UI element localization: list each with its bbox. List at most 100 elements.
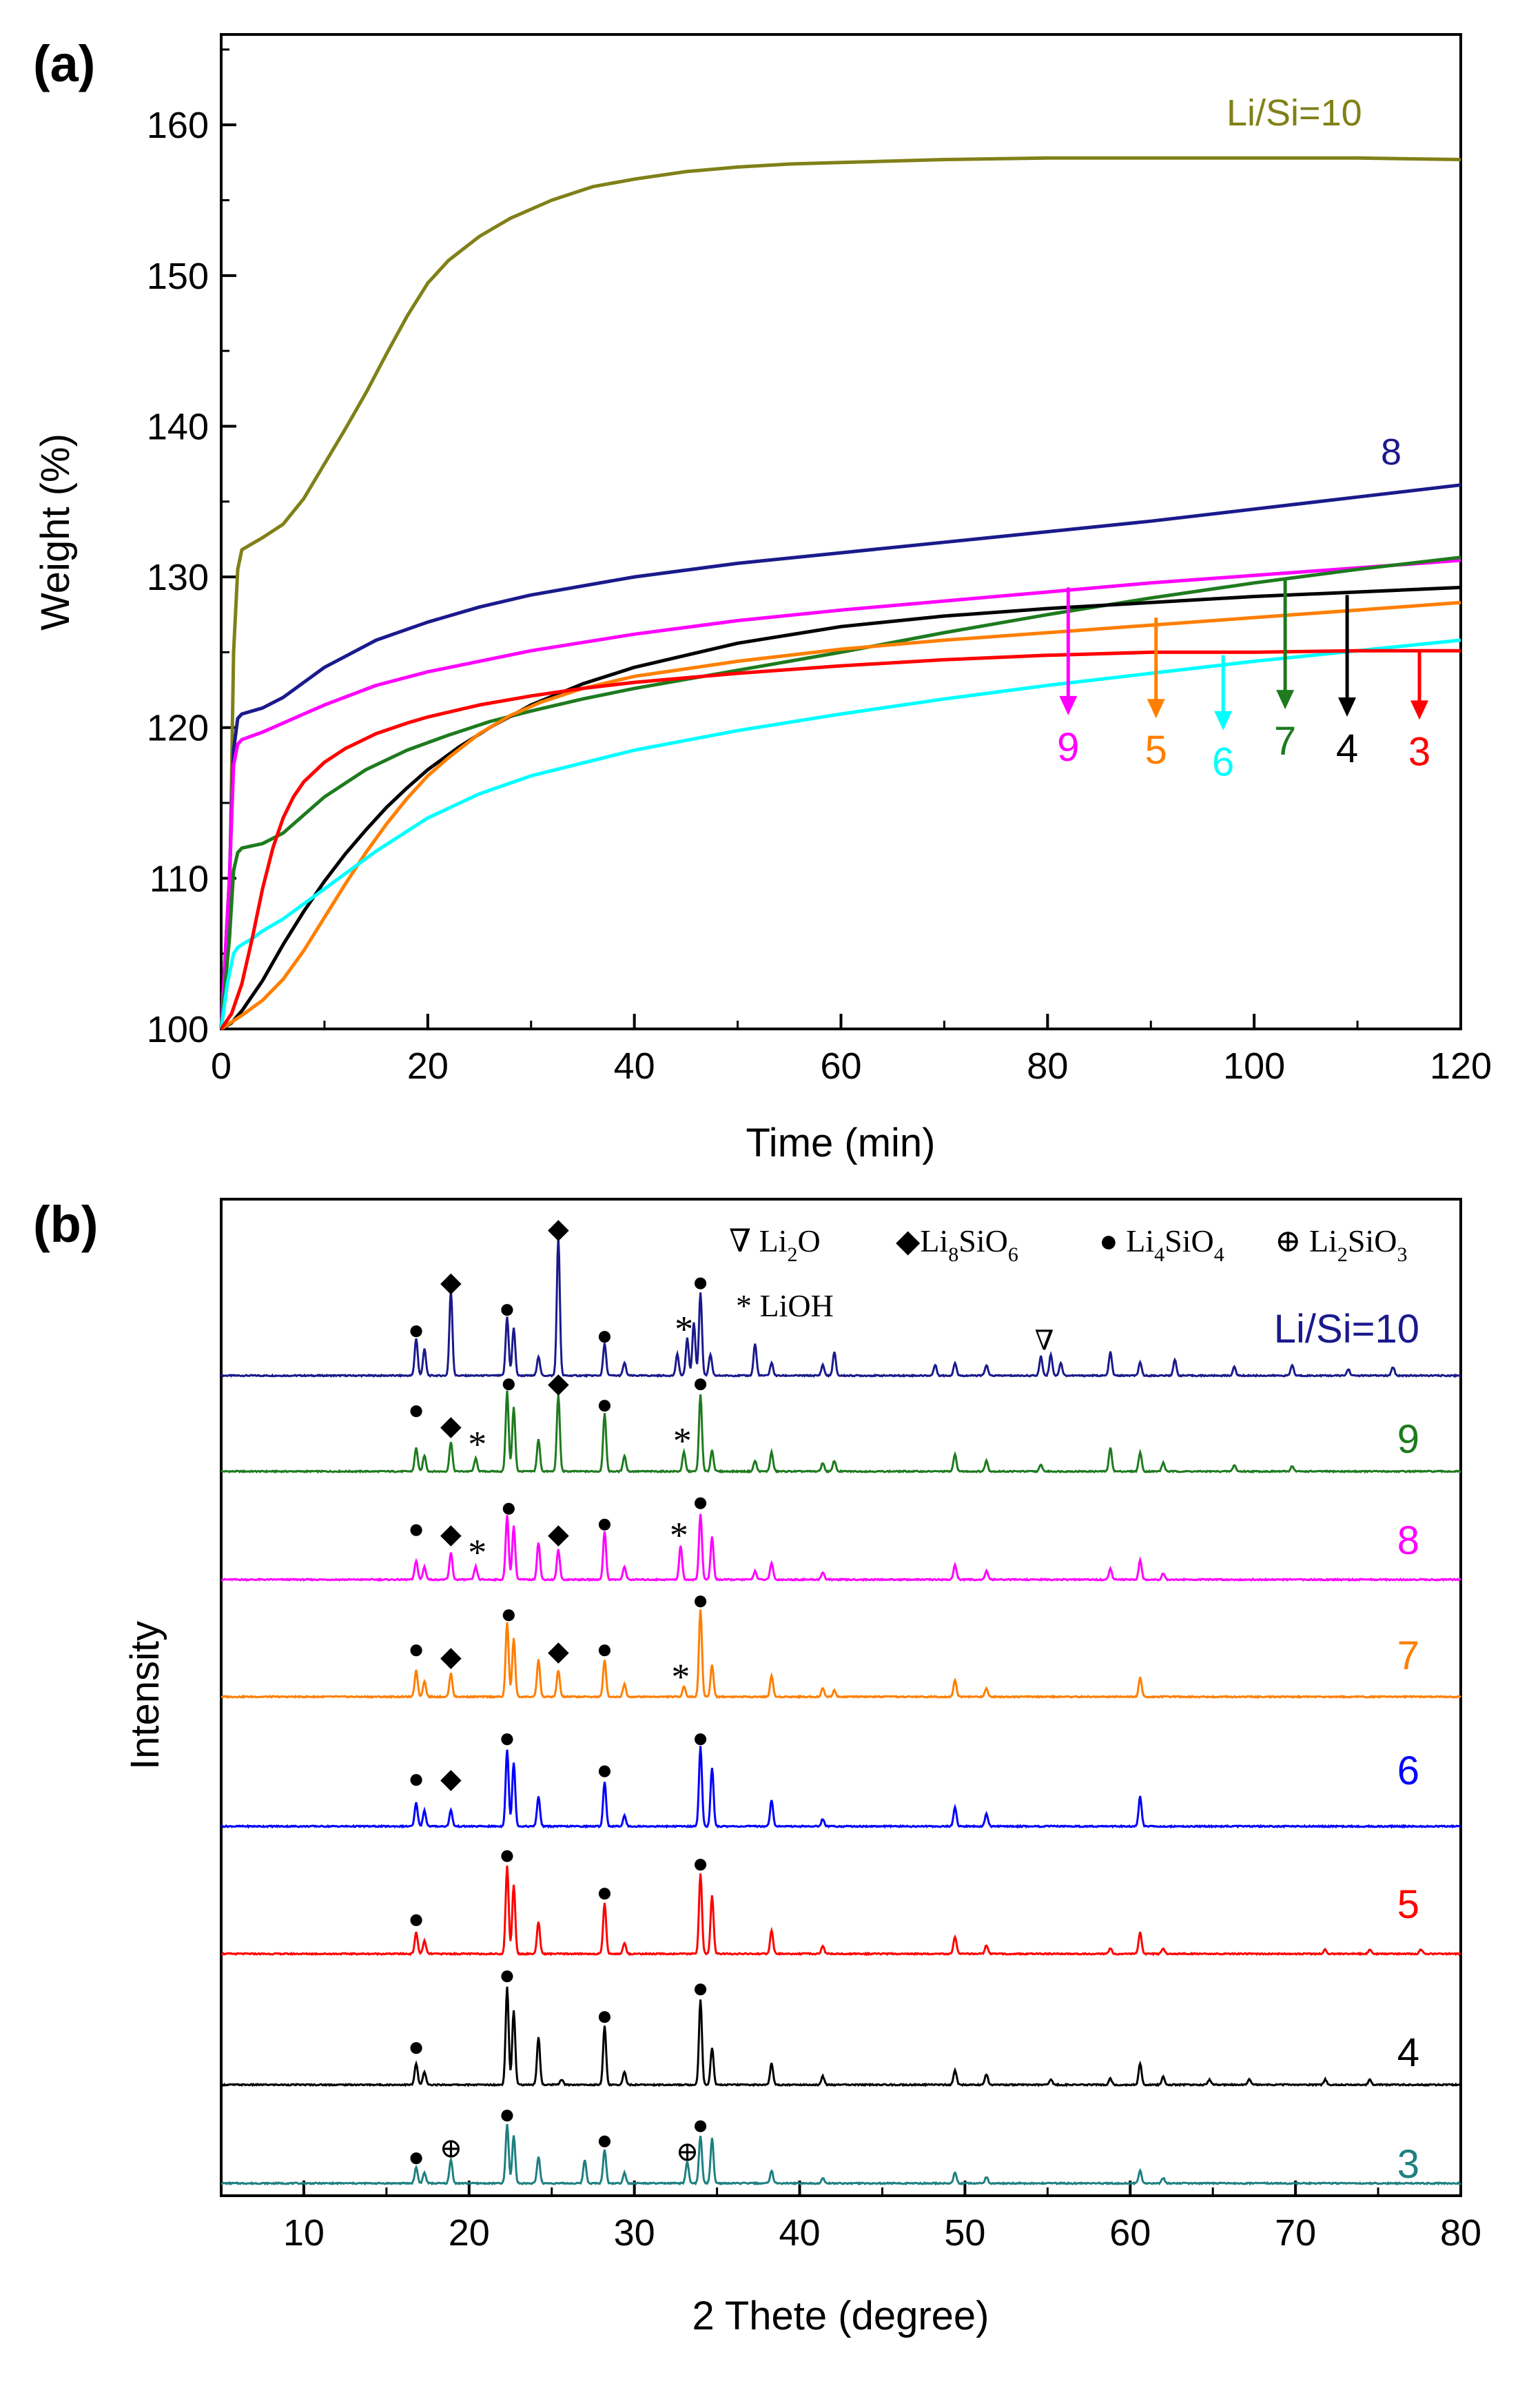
arrow-head-4 [1338,697,1357,717]
pattern-8: ● ◆ *●◆ ● *●8 [220,1487,1461,1582]
pattern-label-Li/Si=10: Li/Si=10 [1274,1307,1419,1351]
pattern-Li/Si=10: ● ◆ ● ◆ ● * ● ∇ Li/Si=10 [220,1213,1461,1378]
phase-marker-8-4: ◆ [548,1518,569,1549]
x-tick-label-60: 60 [820,1045,861,1087]
panel-b: (b) 10 20 30 40 50 60 70 80 ●◆●◆● *●∇ Li/Si=10●◆ *… [33,1196,1481,2338]
arrow-label-6: 6 [1212,740,1234,785]
pattern-line-7 [220,1609,1461,1700]
legend-li8sio6: ◆Li8SiO6 [896,1223,1018,1266]
pattern-label-3: 3 [1397,2142,1419,2187]
phase-marker-7-0: ● [408,1633,424,1664]
pattern-label-4: 4 [1397,2030,1419,2075]
legend-li2sio3: ⊕ Li2SiO3 [1275,1223,1408,1266]
phase-marker-7-6: ● [692,1584,709,1615]
arrow-label-3: 3 [1408,729,1430,774]
phase-marker-6-4: ● [692,1722,709,1753]
y-tick-label-140: 140 [147,406,209,447]
phase-marker-7-2: ● [500,1598,517,1629]
phase-marker-7-4: ● [596,1633,613,1664]
phase-marker-8-3: ● [500,1491,517,1522]
x-tick-label-20: 20 [407,1045,449,1087]
arrow-label-7: 7 [1274,719,1296,764]
phase-marker-6-0: ● [408,1763,424,1794]
pattern-6: ● ◆ ● ● ● 6 [220,1722,1461,1829]
b-x-tick-label-50: 50 [944,2212,985,2254]
phase-marker-5-2: ● [596,1877,613,1908]
pattern-label-5: 5 [1397,1882,1419,1927]
y-tick-label-120: 120 [147,708,209,749]
phase-marker-8-0: ● [408,1513,424,1544]
phase-marker-3-2: ● [499,2099,515,2130]
series-line-Li/Si=10 [219,156,1461,1030]
arrow-4: 4 [1336,595,1358,771]
phase-marker-3-1: ⊕ [440,2133,463,2164]
pattern-4: ● ● ● ● 4 [220,1959,1461,2088]
y-tick-label-160: 160 [147,105,209,146]
panel-b-label: (b) [33,1196,99,1253]
phase-marker-9-6: * [673,1420,692,1462]
pattern-3: ● ⊕●● ⊕●3 [221,2099,1461,2187]
series-line-9 [219,558,1461,1030]
pattern-9: ●◆ *● ◆●*●9 [220,1367,1462,1474]
phase-marker-4-3: ● [692,1972,709,2003]
panel-b-legend: ∇ Li2O ◆Li8SiO6 ● Li4SiO4 ⊕ Li2SiO3 * Li… [729,1223,1408,1323]
b-x-tick-label-60: 60 [1109,2212,1151,2254]
pattern-label-7: 7 [1397,1633,1419,1678]
phase-marker-4-1: ● [499,1959,515,1990]
arrow-head-3 [1410,700,1429,720]
series-line-7 [219,555,1461,1030]
phase-marker-6-3: ● [596,1755,613,1786]
phase-marker-7-3: ◆ [548,1635,569,1666]
arrow-head-7 [1276,690,1295,710]
pattern-line-Li/Si=10 [220,1236,1461,1378]
x-tick-label-0: 0 [211,1045,232,1087]
y-tick-label-150: 150 [147,256,209,297]
b-x-tick-label-30: 30 [614,2212,655,2254]
phase-marker-8-6: * [670,1514,688,1555]
panel-b-plot-frame [220,1198,1462,2197]
phase-marker-8-5: ● [596,1508,613,1539]
arrow-head-9 [1059,695,1078,715]
phase-marker-Li/Si=10-0: ● [408,1314,424,1345]
phase-marker-3-3: ● [596,2124,613,2155]
series-line-4 [220,585,1461,1031]
phase-marker-7-1: ◆ [440,1641,462,1672]
b-x-tick-label-70: 70 [1275,2212,1316,2254]
arrow-7: 7 [1274,578,1296,764]
y-tick-label-110: 110 [150,858,209,899]
phase-marker-8-2: * [468,1531,486,1573]
arrow-head-6 [1214,711,1233,731]
arrow-head-5 [1147,699,1165,719]
panel-a-y-axis-label: Weight (%) [33,433,78,631]
phase-marker-8-1: ◆ [440,1518,462,1549]
phase-marker-5-1: ● [499,1839,515,1870]
arrow-label-5: 5 [1145,728,1167,773]
panel-a-label: (a) [33,35,95,92]
phase-marker-Li/Si=10-3: ◆ [548,1213,569,1244]
b-x-tick-label-10: 10 [283,2212,325,2254]
y-tick-label-130: 130 [147,557,209,598]
pattern-5: ● ● ● ● 5 [220,1839,1461,1957]
pattern-label-6: 6 [1397,1748,1419,1793]
series-line-3 [219,649,1461,1030]
phase-marker-6-2: ● [499,1722,515,1753]
phase-marker-6-1: ◆ [440,1763,462,1794]
b-x-tick-label-20: 20 [449,2212,490,2254]
arrow-5: 5 [1145,618,1167,773]
phase-marker-3-4: ⊕ [676,2136,699,2167]
phase-marker-5-3: ● [692,1848,709,1879]
phase-marker-8-7: ● [692,1487,709,1518]
phase-marker-7-5: * [671,1656,690,1697]
phase-marker-Li/Si=10-1: ◆ [440,1266,462,1297]
series-line-6 [219,638,1461,1030]
phase-marker-5-0: ● [408,1904,424,1935]
pattern-line-5 [220,1866,1461,1957]
panel-a: (a) 0 20 40 60 80 100 120 100 110 120 130 140 150 160… [33,33,1492,1165]
b-x-tick-label-80: 80 [1440,2212,1481,2254]
pattern-label-8: 8 [1397,1518,1419,1563]
phase-marker-3-0: ● [408,2141,424,2172]
arrow-3: 3 [1408,651,1430,774]
